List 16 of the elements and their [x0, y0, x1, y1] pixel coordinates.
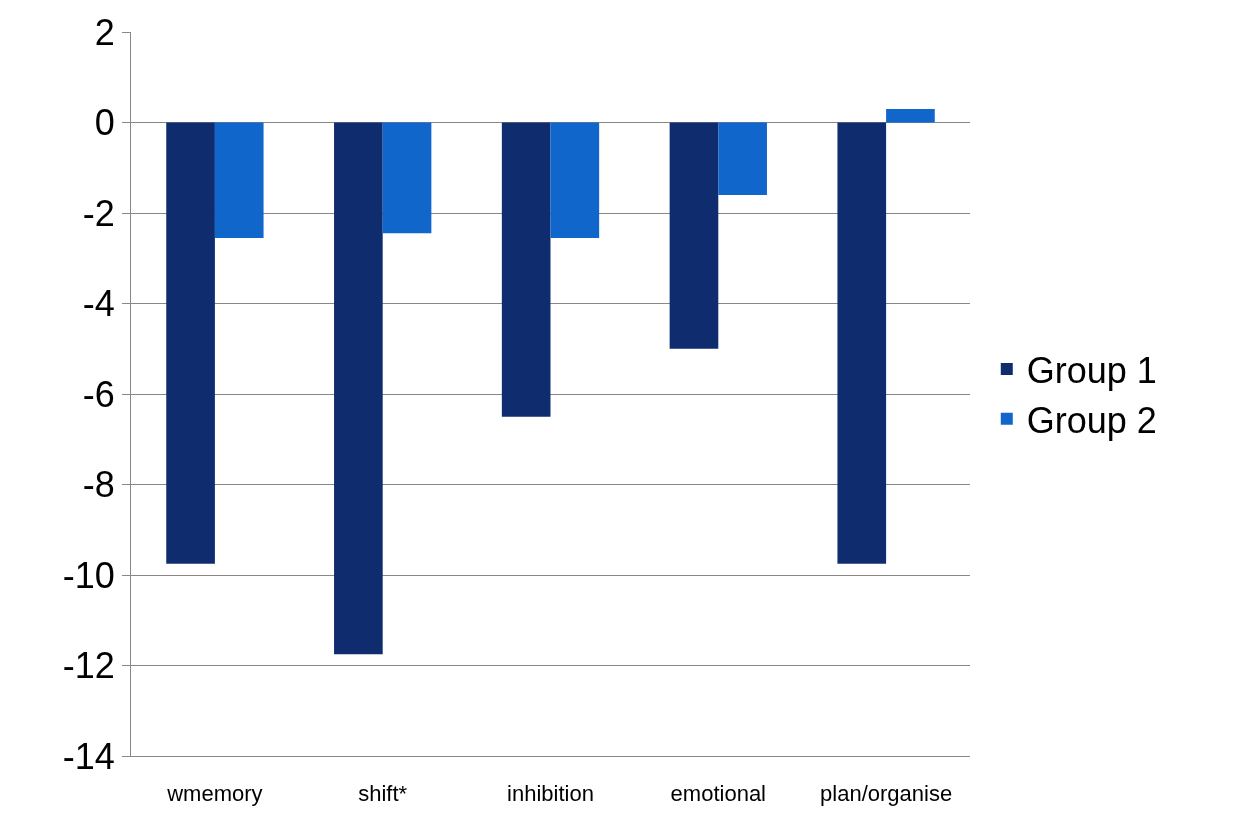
- x-tick-label: plan/organise: [820, 781, 953, 807]
- y-tick-label: -12: [62, 645, 115, 687]
- y-tick-label: -2: [82, 192, 115, 234]
- y-tick-label: -10: [62, 554, 115, 596]
- y-tick-label: -6: [82, 373, 115, 415]
- y-tick-label: -4: [82, 283, 115, 325]
- x-tick-label: inhibition: [507, 781, 594, 807]
- y-tick-label: 0: [94, 102, 115, 144]
- legend-label: Group 2: [1026, 399, 1157, 441]
- y-tick-label: 2: [94, 11, 115, 53]
- x-tick-label: emotional: [670, 781, 766, 807]
- x-tick-label: shift*: [358, 781, 408, 807]
- legend-label: Group 1: [1026, 349, 1157, 391]
- x-tick-label: wmemory: [166, 781, 263, 807]
- y-tick-label: -8: [82, 464, 115, 506]
- y-tick-label: -14: [62, 735, 115, 777]
